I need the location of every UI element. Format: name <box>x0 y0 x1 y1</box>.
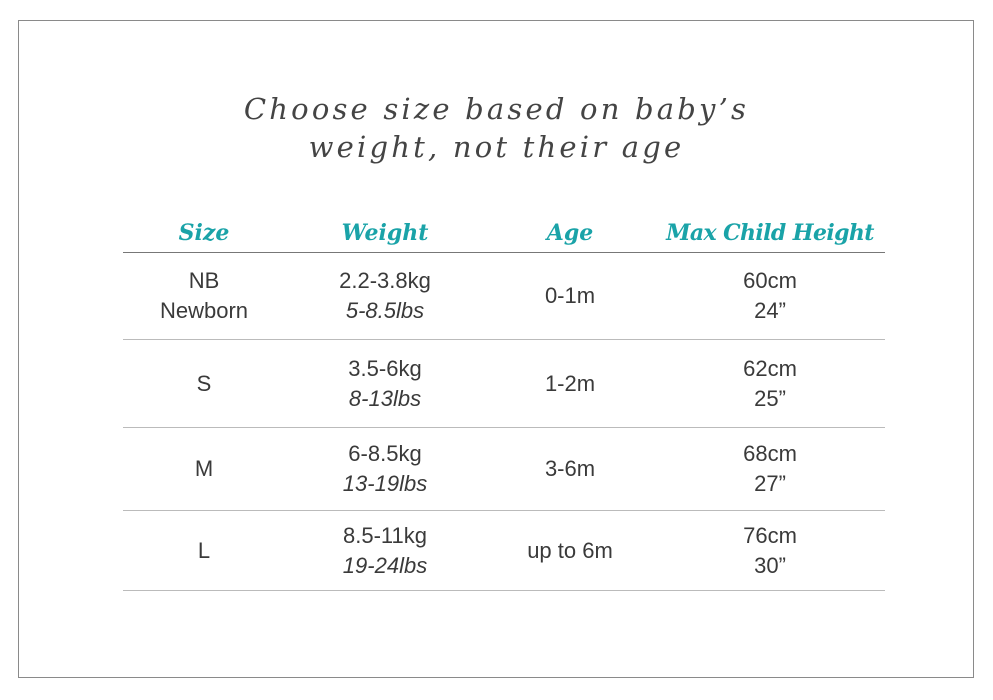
cell-size: M <box>194 456 214 481</box>
cell-age: up to 6m <box>527 537 613 563</box>
height-cell: 62cm 25” <box>655 354 885 414</box>
cell-weight-lbs: 13-19lbs <box>342 471 428 496</box>
table-row: M 6-8.5kg 13-19lbs 3-6m 68cm 27” <box>123 428 885 511</box>
cell-age: 3-6m <box>544 456 596 481</box>
age-cell: up to 6m <box>485 536 655 566</box>
age-cell: 3-6m <box>485 454 655 484</box>
cell-age: 1-2m <box>544 370 596 396</box>
cell-height-in: 27” <box>754 471 786 496</box>
cell-age: 0-1m <box>544 283 596 308</box>
cell-size: L <box>197 537 211 563</box>
cell-size: NB <box>188 268 220 293</box>
table-row: S 3.5-6kg 8-13lbs 1-2m 62cm 25” <box>123 340 885 428</box>
size-cell: L <box>123 536 285 566</box>
cell-size-sub: Newborn <box>159 298 249 323</box>
height-cell: 60cm 24” <box>655 266 885 326</box>
cell-size: S <box>196 370 212 396</box>
title-line-1: Choose size based on baby’s <box>243 92 750 126</box>
cell-weight-lbs: 8-13lbs <box>348 385 422 411</box>
age-cell: 1-2m <box>485 369 655 399</box>
size-cell: S <box>123 369 285 399</box>
cell-weight-kg: 2.2-3.8kg <box>339 268 431 293</box>
weight-cell: 3.5-6kg 8-13lbs <box>285 354 485 414</box>
weight-cell: 8.5-11kg 19-24lbs <box>285 521 485 581</box>
title-line-2: weight, not their age <box>308 130 685 164</box>
cell-height-cm: 62cm <box>743 355 797 381</box>
table-row: L 8.5-11kg 19-24lbs up to 6m 76cm 30” <box>123 511 885 591</box>
cell-weight-kg: 3.5-6kg <box>348 355 422 381</box>
header-age: Age <box>546 220 594 246</box>
cell-weight-kg: 8.5-11kg <box>343 522 427 548</box>
height-cell: 68cm 27” <box>655 439 885 499</box>
cell-weight-lbs: 19-24lbs <box>342 552 428 578</box>
size-cell: NB Newborn <box>123 266 285 326</box>
size-cell: M <box>123 454 285 484</box>
cell-height-in: 30” <box>754 552 786 578</box>
cell-height-cm: 60cm <box>743 268 797 293</box>
size-table: Size Weight Age Max Child Height NB Newbo… <box>123 214 885 591</box>
cell-weight-kg: 6-8.5kg <box>348 441 422 466</box>
header-weight: Weight <box>341 220 429 246</box>
header-size: Size <box>178 220 230 246</box>
age-cell: 0-1m <box>485 281 655 311</box>
header-height: Max Child Height <box>666 220 874 246</box>
weight-cell: 2.2-3.8kg 5-8.5lbs <box>285 266 485 326</box>
height-cell: 76cm 30” <box>655 521 885 581</box>
chart-border <box>18 20 974 678</box>
table-row: NB Newborn 2.2-3.8kg 5-8.5lbs 0-1m 60cm 24” <box>123 253 885 340</box>
weight-cell: 6-8.5kg 13-19lbs <box>285 439 485 499</box>
page-title: Choose size based on baby’s weight, not … <box>0 90 993 166</box>
cell-height-cm: 76cm <box>743 522 797 548</box>
cell-height-in: 25” <box>754 385 786 411</box>
cell-weight-lbs: 5-8.5lbs <box>345 298 425 323</box>
table-body: NB Newborn 2.2-3.8kg 5-8.5lbs 0-1m 60cm 24” S 3.… <box>123 253 885 591</box>
table-header: Size Weight Age Max Child Height <box>123 214 885 253</box>
cell-height-in: 24” <box>754 298 786 323</box>
cell-height-cm: 68cm <box>743 441 797 466</box>
